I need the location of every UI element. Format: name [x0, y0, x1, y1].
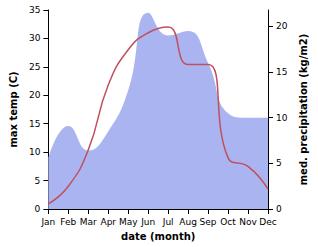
svg-text:35: 35 — [29, 5, 40, 15]
svg-text:10: 10 — [276, 113, 288, 123]
svg-text:0: 0 — [35, 204, 41, 214]
svg-text:Feb: Feb — [60, 217, 76, 227]
svg-text:5: 5 — [35, 176, 41, 186]
svg-text:Mar: Mar — [80, 217, 97, 227]
svg-text:Sep: Sep — [200, 217, 217, 227]
svg-text:20: 20 — [29, 90, 41, 100]
svg-text:med. precipitation (kg/m2): med. precipitation (kg/m2) — [298, 34, 309, 186]
svg-text:Jul: Jul — [162, 217, 174, 227]
svg-text:0: 0 — [276, 204, 282, 214]
svg-text:Dec: Dec — [259, 217, 276, 227]
svg-text:Oct: Oct — [220, 217, 236, 227]
svg-text:Aug: Aug — [179, 217, 197, 227]
svg-text:Apr: Apr — [100, 217, 116, 227]
svg-text:Jan: Jan — [40, 217, 55, 227]
svg-text:15: 15 — [276, 67, 287, 77]
svg-text:30: 30 — [29, 33, 41, 43]
svg-text:5: 5 — [276, 158, 282, 168]
svg-text:25: 25 — [29, 62, 40, 72]
svg-text:May: May — [119, 217, 138, 227]
svg-text:date (month): date (month) — [121, 231, 195, 242]
svg-text:10: 10 — [29, 147, 41, 157]
svg-text:20: 20 — [276, 21, 288, 31]
svg-text:Jun: Jun — [140, 217, 155, 227]
svg-text:Nov: Nov — [239, 217, 257, 227]
svg-text:max temp (C): max temp (C) — [8, 71, 19, 147]
svg-text:15: 15 — [29, 119, 40, 129]
